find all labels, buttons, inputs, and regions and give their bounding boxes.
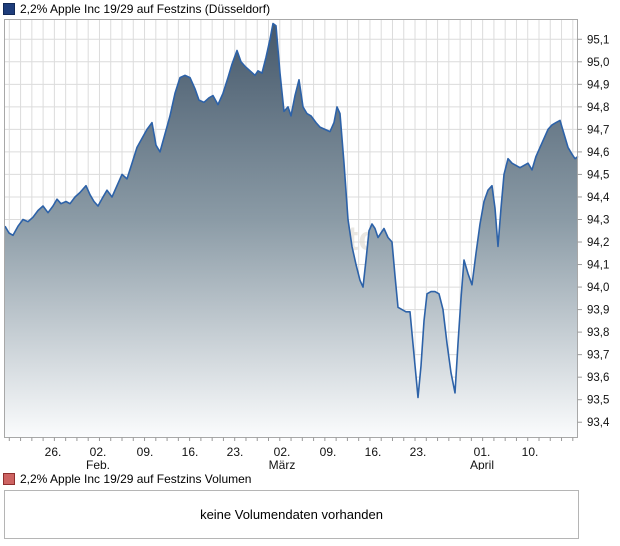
y-tick-label: 94,2 [587, 237, 609, 249]
price-area-fill [5, 23, 578, 438]
price-line [4, 22, 579, 399]
volume-panel: keine Volumendaten vorhanden [4, 490, 579, 539]
volume-chart-title: 2,2% Apple Inc 19/29 auf Festzins Volume… [20, 472, 252, 486]
x-tick-label: 16. [365, 445, 382, 459]
y-tick-label: 94,7 [587, 124, 609, 136]
y-tick-label: 94,4 [587, 192, 610, 204]
price-chart-legend: 2,2% Apple Inc 19/29 auf Festzins (Düsse… [3, 2, 270, 16]
y-tick-label: 95,1 [587, 34, 609, 46]
x-tick-label: 23. [410, 445, 427, 459]
x-month-label: Feb. [86, 458, 110, 470]
y-tick-label: 94,0 [587, 282, 609, 294]
y-tick-label: 93,4 [587, 417, 610, 429]
y-tick-label: 93,9 [587, 305, 609, 317]
x-tick-label: 10. [522, 445, 539, 459]
x-tick-label: 01. [474, 445, 491, 459]
x-tick-label: 02. [90, 445, 107, 459]
y-tick-label: 94,6 [587, 147, 609, 159]
y-tick-label: 93,5 [587, 395, 609, 407]
price-series-marker-icon [3, 3, 15, 15]
x-tick-label: 09. [320, 445, 337, 459]
x-tick-label: 02. [274, 445, 291, 459]
x-tick-label: 23. [227, 445, 244, 459]
x-month-label: März [269, 458, 296, 470]
volume-series-marker-icon [3, 473, 15, 485]
y-tick-label: 93,7 [587, 350, 609, 362]
x-tick-label: 26. [45, 445, 62, 459]
y-tick-label: 93,8 [587, 327, 609, 339]
price-area-chart: tc95,195,094,994,894,794,694,594,494,394… [4, 19, 610, 470]
y-tick-label: 95,0 [587, 57, 609, 69]
y-tick-label: 94,9 [587, 79, 609, 91]
x-tick-label: 16. [182, 445, 199, 459]
y-tick-label: 94,8 [587, 102, 609, 114]
y-tick-label: 94,1 [587, 260, 609, 272]
x-tick-label: 09. [137, 445, 154, 459]
price-chart-title: 2,2% Apple Inc 19/29 auf Festzins (Düsse… [20, 2, 271, 16]
volume-empty-message: keine Volumendaten vorhanden [200, 507, 383, 522]
x-month-label: April [470, 458, 494, 470]
y-tick-label: 94,5 [587, 169, 609, 181]
volume-chart-legend: 2,2% Apple Inc 19/29 auf Festzins Volume… [3, 472, 251, 486]
y-tick-label: 94,3 [587, 214, 609, 226]
y-tick-label: 93,6 [587, 372, 609, 384]
